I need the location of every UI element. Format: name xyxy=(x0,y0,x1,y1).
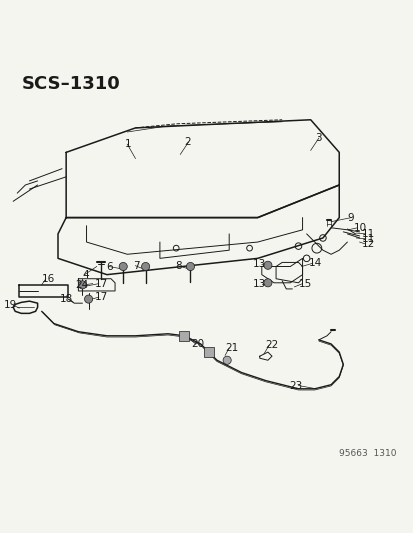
Text: 20: 20 xyxy=(191,339,204,349)
Text: 11: 11 xyxy=(361,229,374,239)
Text: 24: 24 xyxy=(75,280,88,290)
Text: 13: 13 xyxy=(252,260,265,270)
Text: 16: 16 xyxy=(42,274,55,284)
Text: 1: 1 xyxy=(124,139,131,149)
Text: 11: 11 xyxy=(361,234,374,244)
Text: 14: 14 xyxy=(308,259,321,268)
Text: SCS–1310: SCS–1310 xyxy=(21,75,120,93)
Text: 12: 12 xyxy=(361,239,374,249)
Text: 22: 22 xyxy=(264,340,278,350)
Text: 9: 9 xyxy=(347,213,353,223)
Circle shape xyxy=(119,262,127,271)
Text: 10: 10 xyxy=(353,223,366,233)
Circle shape xyxy=(186,262,194,271)
Circle shape xyxy=(84,295,93,303)
Bar xyxy=(179,331,189,341)
Circle shape xyxy=(78,281,86,289)
Text: 8: 8 xyxy=(175,261,182,271)
Text: 7: 7 xyxy=(133,261,139,271)
Circle shape xyxy=(263,279,271,287)
Text: 95663  1310: 95663 1310 xyxy=(338,449,395,458)
Text: 17: 17 xyxy=(95,292,108,302)
Text: 3: 3 xyxy=(314,133,320,143)
Text: 21: 21 xyxy=(225,343,238,353)
Bar xyxy=(204,347,213,357)
Text: 23: 23 xyxy=(289,381,302,391)
Text: 18: 18 xyxy=(60,294,74,304)
Circle shape xyxy=(263,261,271,269)
Text: 19: 19 xyxy=(4,300,17,310)
Text: 6: 6 xyxy=(106,262,113,271)
Text: 13: 13 xyxy=(252,279,265,288)
Text: 17: 17 xyxy=(95,279,108,288)
Circle shape xyxy=(141,262,150,271)
Text: 2: 2 xyxy=(184,137,190,147)
Text: 15: 15 xyxy=(298,279,311,288)
Circle shape xyxy=(223,356,231,365)
Text: 4: 4 xyxy=(82,270,88,280)
